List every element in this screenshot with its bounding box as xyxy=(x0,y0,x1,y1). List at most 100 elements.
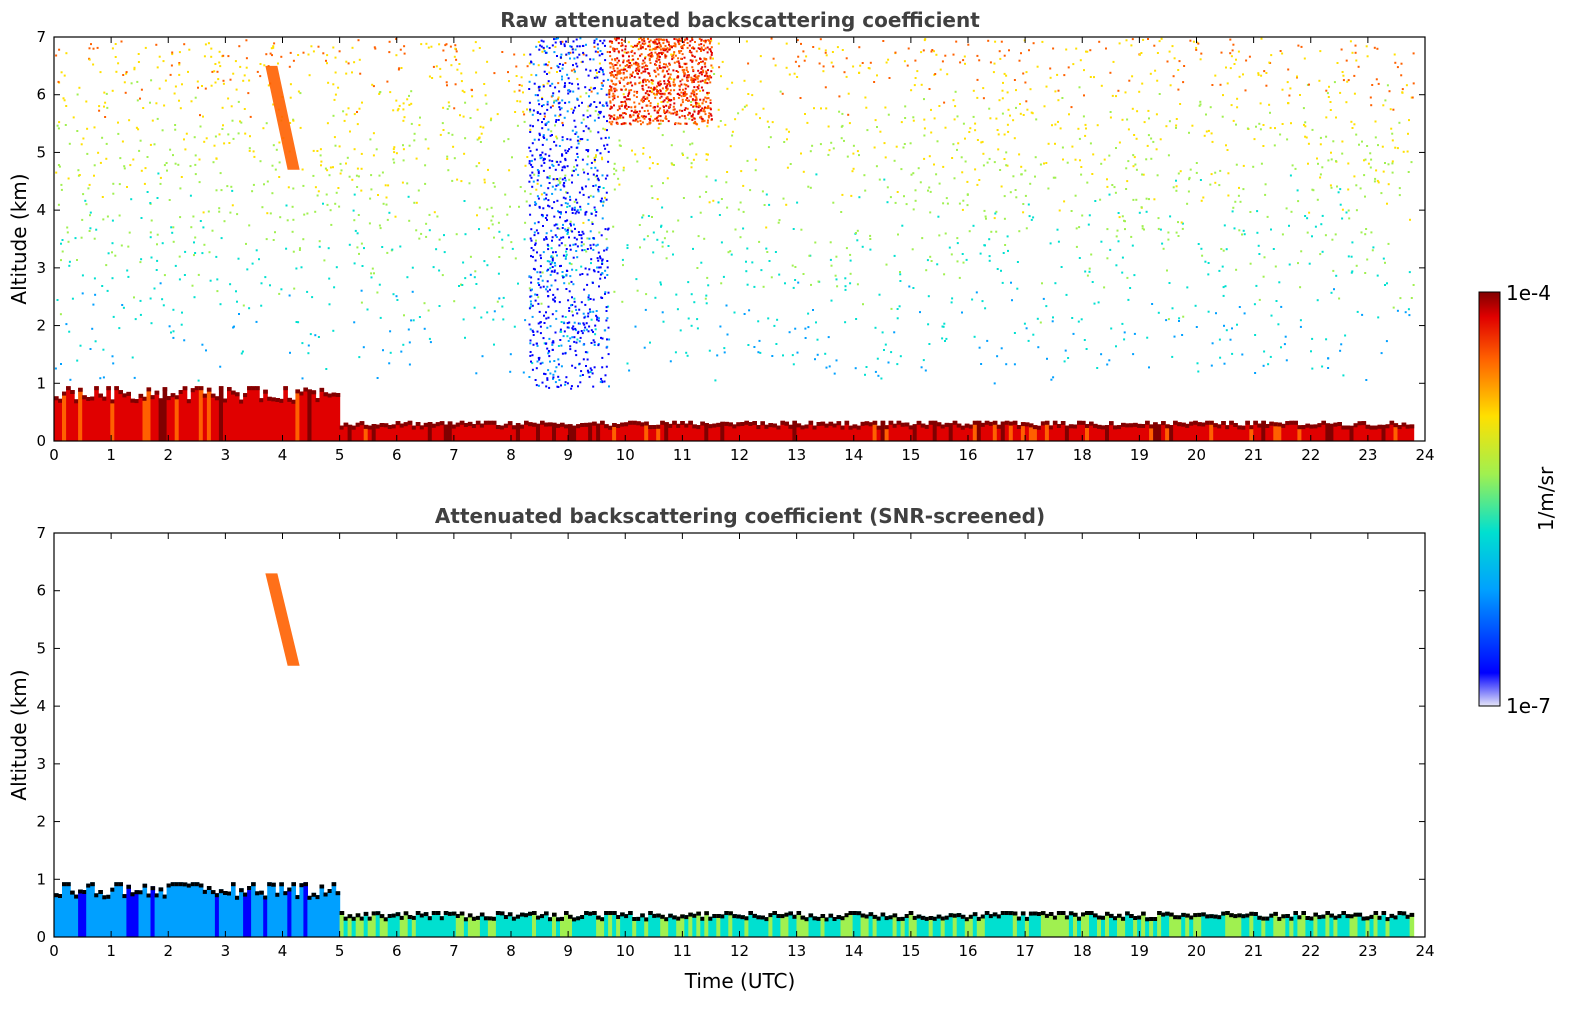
noise-pixel xyxy=(575,269,578,272)
noise-pixel xyxy=(381,171,384,174)
noise-pixel xyxy=(760,269,763,272)
noise-pixel xyxy=(1265,72,1268,74)
noise-pixel xyxy=(86,152,89,155)
noise-pixel xyxy=(766,251,769,253)
noise-pixel xyxy=(535,229,538,232)
noise-pixel xyxy=(237,132,240,135)
noise-pixel xyxy=(625,108,628,110)
noise-pixel xyxy=(419,116,421,119)
noise-pixel xyxy=(1096,124,1099,127)
noise-pixel xyxy=(279,216,282,219)
noise-pixel xyxy=(1345,211,1348,214)
noise-pixel xyxy=(665,38,668,41)
noise-pixel xyxy=(954,90,957,93)
noise-pixel xyxy=(772,57,775,60)
noise-pixel xyxy=(681,78,684,81)
noise-pixel xyxy=(566,382,569,385)
layer-edge xyxy=(1056,424,1062,428)
noise-pixel xyxy=(184,250,187,253)
layer-column xyxy=(796,423,802,441)
noise-pixel xyxy=(156,233,159,236)
noise-pixel xyxy=(666,65,669,68)
noise-pixel xyxy=(548,205,551,208)
noise-pixel xyxy=(353,219,356,222)
noise-pixel xyxy=(706,125,709,128)
noise-pixel xyxy=(789,163,792,165)
noise-pixel xyxy=(609,62,612,65)
noise-pixel xyxy=(553,51,556,54)
noise-pixel xyxy=(618,183,621,186)
layer-column xyxy=(206,387,212,441)
layer-edge xyxy=(503,423,509,428)
noise-pixel xyxy=(694,101,697,104)
noise-pixel xyxy=(598,70,601,73)
layer-column xyxy=(604,424,609,441)
noise-pixel xyxy=(183,138,185,141)
noise-pixel xyxy=(667,72,670,75)
noise-pixel xyxy=(1005,74,1008,77)
noise-pixel xyxy=(531,288,533,291)
noise-pixel xyxy=(655,75,657,78)
noise-pixel xyxy=(765,226,768,229)
noise-pixel xyxy=(332,114,335,117)
noise-pixel xyxy=(677,96,680,99)
noise-pixel xyxy=(770,276,773,279)
noise-pixel xyxy=(541,271,544,274)
noise-pixel xyxy=(587,105,590,108)
layer-edge xyxy=(395,421,401,426)
layer-column xyxy=(1349,425,1355,441)
layer-column xyxy=(1173,420,1178,441)
noise-pixel xyxy=(652,119,655,122)
layer-column xyxy=(812,425,818,441)
noise-pixel xyxy=(69,378,72,381)
noise-pixel xyxy=(720,75,722,78)
layer-edge xyxy=(1097,424,1102,429)
noise-pixel xyxy=(498,297,501,300)
noise-pixel xyxy=(1000,185,1003,188)
noise-pixel xyxy=(1306,83,1309,86)
noise-pixel xyxy=(638,116,641,119)
noise-pixel xyxy=(560,42,563,45)
noise-pixel xyxy=(586,163,589,166)
noise-pixel xyxy=(546,73,548,75)
noise-pixel xyxy=(597,131,600,134)
noise-pixel xyxy=(1344,334,1347,337)
noise-pixel xyxy=(93,277,96,280)
noise-pixel xyxy=(1188,131,1190,134)
noise-pixel xyxy=(708,201,711,204)
noise-pixel xyxy=(158,55,161,58)
noise-pixel xyxy=(607,160,610,163)
noise-pixel xyxy=(1032,42,1035,45)
noise-pixel xyxy=(883,178,886,181)
noise-pixel xyxy=(636,42,639,45)
noise-pixel xyxy=(579,95,582,98)
noise-pixel xyxy=(258,258,260,261)
noise-pixel xyxy=(582,51,585,54)
noise-pixel xyxy=(556,227,559,230)
noise-pixel xyxy=(587,294,590,297)
noise-pixel xyxy=(995,117,998,120)
noise-pixel xyxy=(538,358,541,361)
noise-pixel xyxy=(388,362,391,365)
noise-pixel xyxy=(569,348,572,351)
noise-pixel xyxy=(697,106,700,109)
noise-pixel xyxy=(498,256,501,258)
noise-pixel xyxy=(725,304,728,307)
noise-pixel xyxy=(438,238,441,241)
noise-pixel xyxy=(183,274,186,276)
layer-edge xyxy=(948,423,954,428)
noise-pixel xyxy=(269,284,271,287)
noise-pixel xyxy=(690,104,693,106)
noise-pixel xyxy=(572,328,575,331)
noise-pixel xyxy=(693,93,696,96)
noise-pixel xyxy=(656,93,658,96)
noise-pixel xyxy=(544,153,547,156)
noise-pixel xyxy=(1000,347,1003,350)
noise-pixel xyxy=(665,48,667,51)
noise-pixel xyxy=(172,154,174,157)
layer-edge xyxy=(1257,423,1262,428)
noise-pixel xyxy=(246,268,249,271)
noise-pixel xyxy=(528,101,531,104)
noise-pixel xyxy=(1236,97,1239,100)
layer-edge xyxy=(1137,423,1142,428)
